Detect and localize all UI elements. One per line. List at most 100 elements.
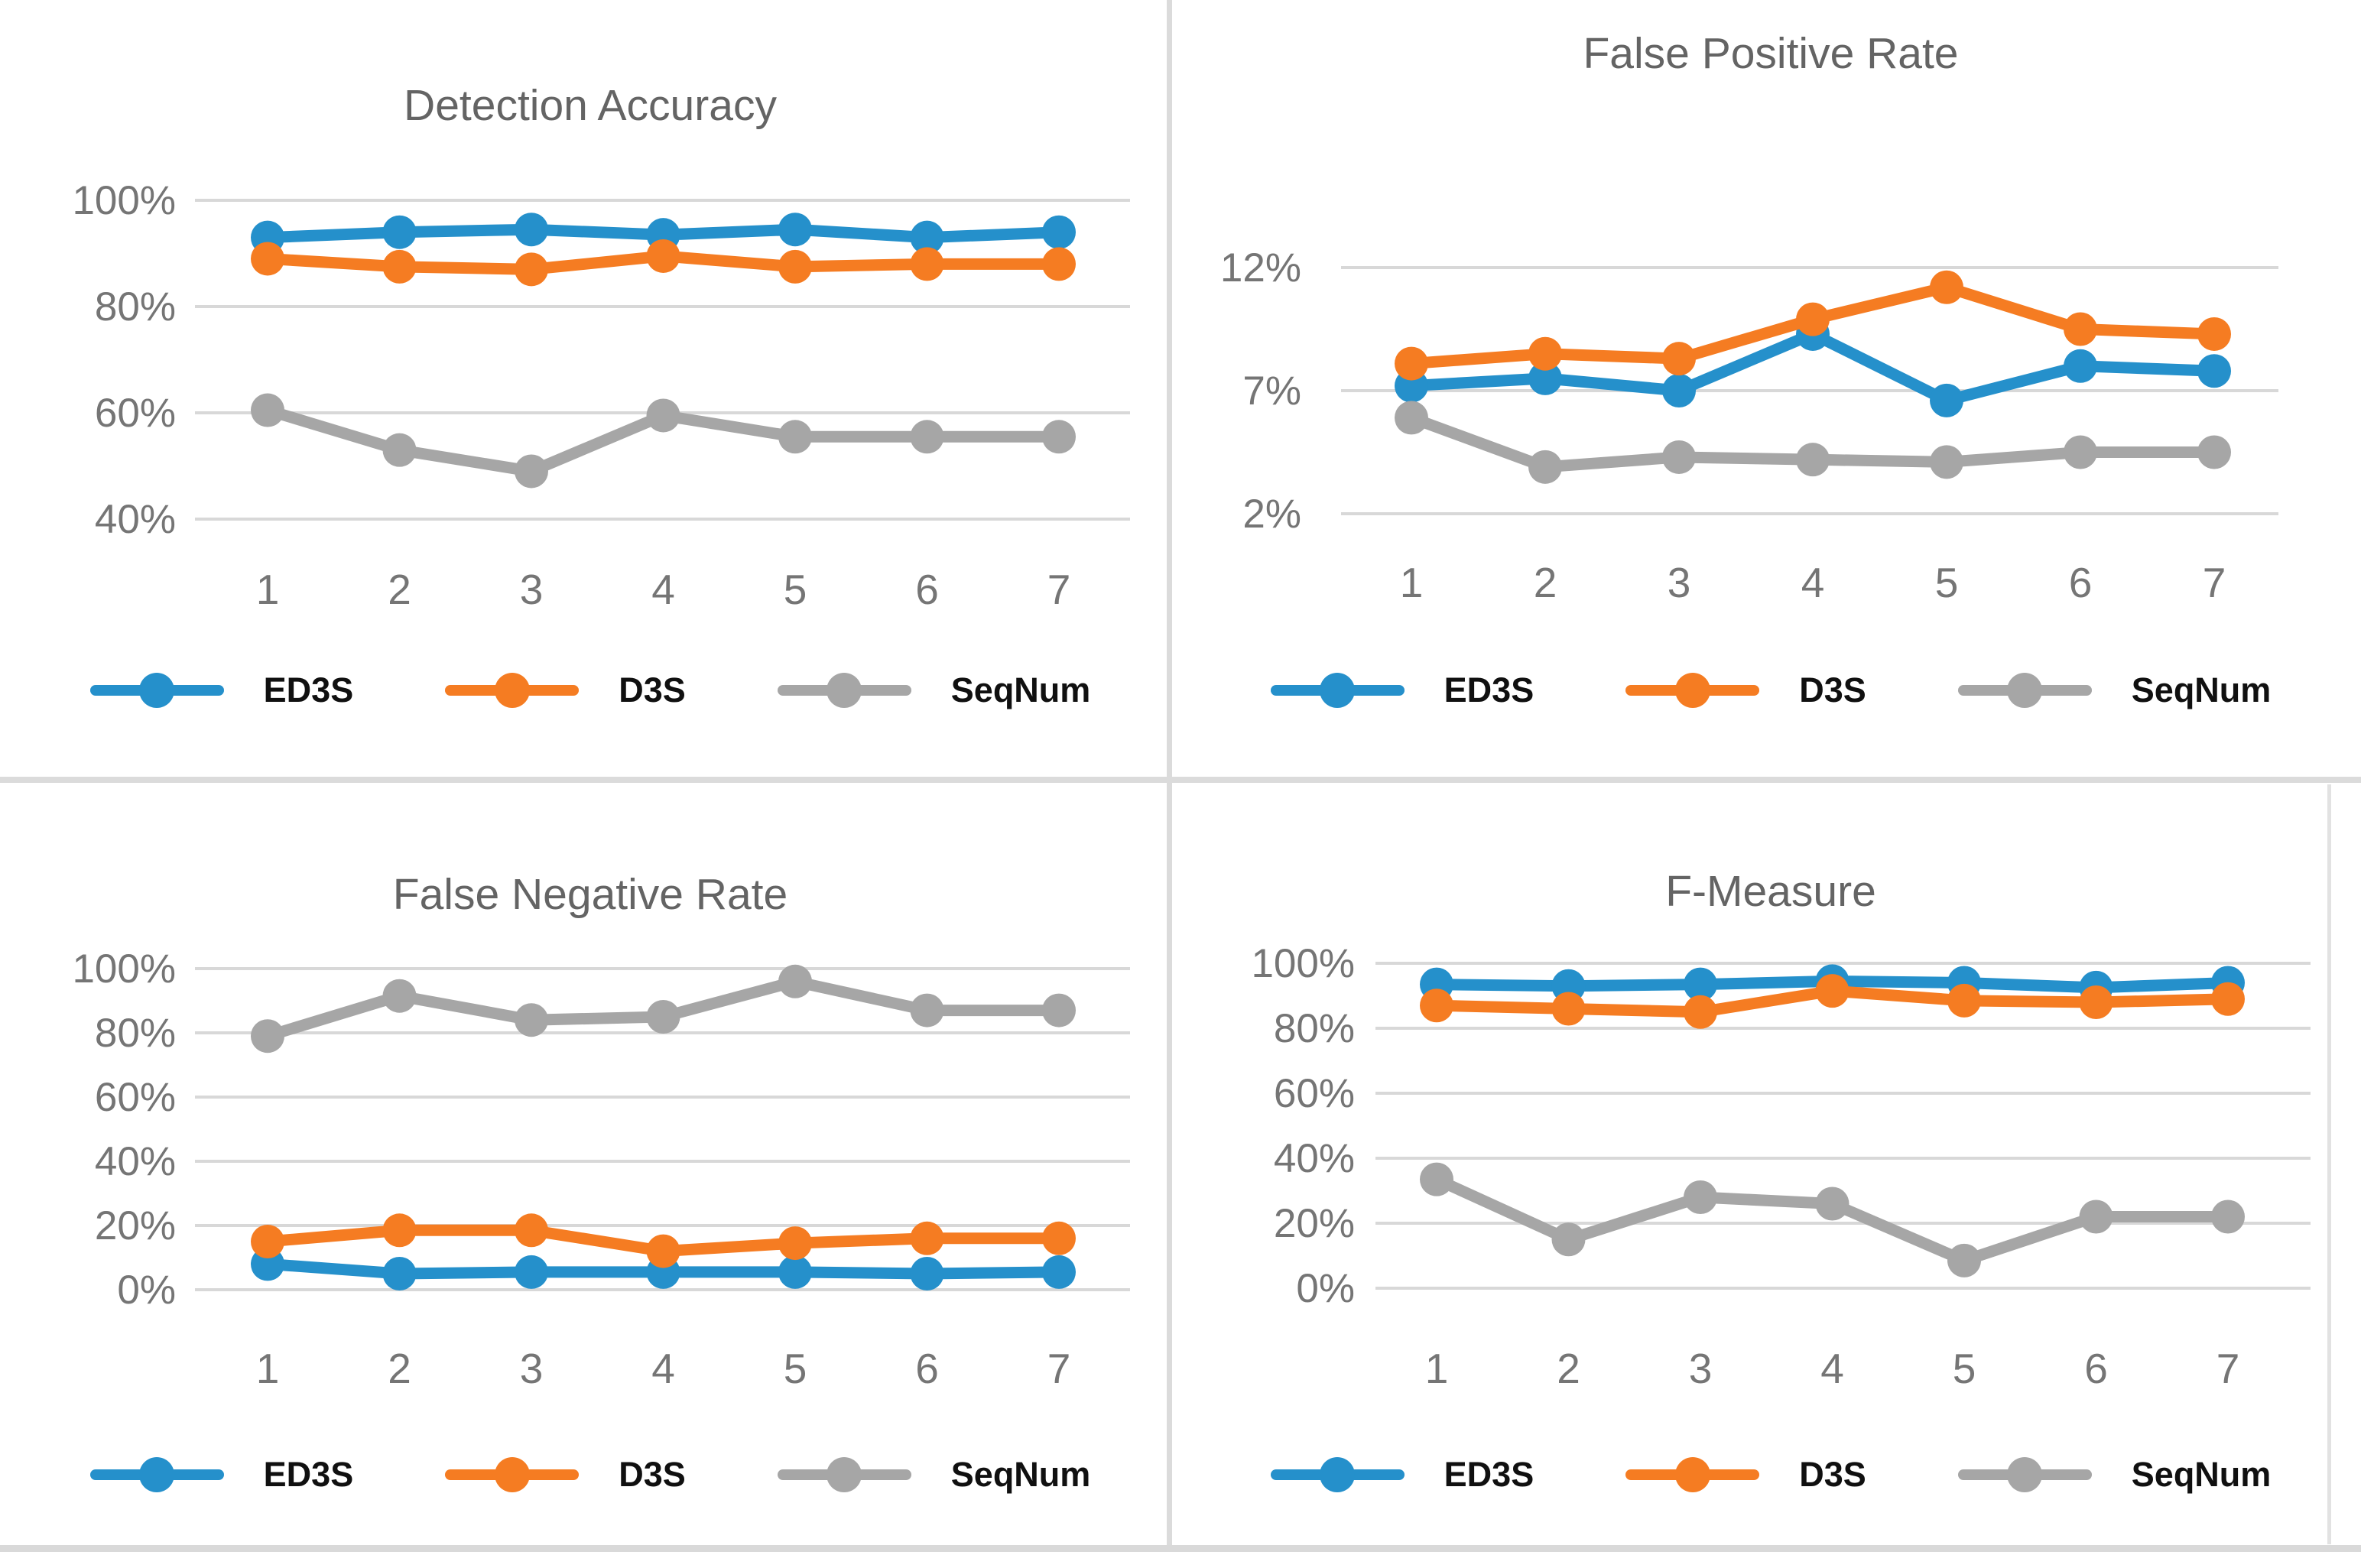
gridline-80% (1375, 1027, 2311, 1030)
data-point-D3S-1 (1395, 346, 1428, 381)
legend-label: ED3S (1444, 670, 1534, 709)
y-axis-tick: 0% (117, 1268, 176, 1313)
x-axis-tick: 6 (2084, 1345, 2108, 1392)
chart-false-negative-rate: False Negative Rate 100% 80% 60% 40% 20% 0% 1 2… (0, 784, 1180, 1568)
y-axis-tick: 20% (1273, 1201, 1355, 1246)
chart-detection-accuracy: Detection Accuracy 100% 80% 60% 40% 1 2 3 4 5 6 7 … (0, 0, 1180, 784)
data-point-SeqNum-3 (1662, 440, 1696, 474)
legend-item-ED3S: ED3S (89, 1455, 354, 1494)
data-point-D3S-5 (1947, 983, 1981, 1018)
legend: ED3S D3S SeqNum (0, 1455, 1180, 1494)
chart-title: F-Measure (1665, 867, 1876, 916)
gridline-100% (195, 967, 1130, 970)
chart-title: False Negative Rate (392, 870, 788, 919)
legend-item-D3S: D3S (445, 672, 686, 708)
data-point-D3S-7 (1042, 1221, 1076, 1255)
data-point-D3S-4 (646, 239, 680, 273)
legend-label: ED3S (1444, 1455, 1534, 1494)
y-axis-tick: 40% (94, 497, 176, 542)
series-lines (1395, 270, 2231, 484)
gridline-0% (1375, 1287, 2311, 1290)
data-point-SeqNum-4 (1815, 1187, 1850, 1221)
x-axis-tick: 3 (519, 1345, 544, 1392)
x-axis-tick: 5 (783, 566, 807, 613)
gridline-60% (195, 1096, 1130, 1099)
gridline-40% (195, 518, 1130, 521)
legend-label: D3S (619, 1455, 686, 1494)
data-point-SeqNum-5 (778, 964, 812, 998)
data-point-ED3S-3 (1684, 967, 1717, 1002)
x-axis-tick: 6 (2068, 559, 2093, 606)
legend-item-SeqNum: SeqNum (1957, 1456, 2271, 1492)
legend-label: ED3S (263, 1455, 354, 1494)
data-point-ED3S-5 (778, 213, 812, 247)
x-axis-tick: 5 (1952, 1345, 1976, 1392)
legend-item-SeqNum: SeqNum (777, 672, 1090, 708)
legend-label: SeqNum (950, 1455, 1091, 1494)
x-axis-tick: 4 (651, 566, 675, 613)
legend-marker-icon (89, 672, 224, 708)
legend-item-ED3S: ED3S (89, 670, 354, 709)
data-point-D3S-5 (778, 1226, 812, 1261)
series-lines (251, 964, 1076, 1290)
data-point-D3S-4 (1815, 974, 1850, 1008)
plot-area-false-positive-rate: 12% 7% 2% 1 2 3 4 5 6 7 (1180, 0, 2361, 784)
data-point-SeqNum-4 (646, 398, 680, 433)
legend-dot-icon (494, 1456, 530, 1492)
data-point-D3S-3 (1684, 995, 1717, 1029)
gridline-0% (195, 1288, 1130, 1291)
legend-item-SeqNum: SeqNum (777, 1455, 1091, 1494)
panel-right-border (2327, 784, 2331, 1544)
data-point-SeqNum-4 (646, 1000, 680, 1034)
data-point-ED3S-3 (515, 213, 548, 247)
bottom-border (0, 1545, 2361, 1552)
legend-dot-icon (827, 1456, 862, 1492)
data-point-D3S-6 (2079, 985, 2113, 1019)
data-point-D3S-1 (251, 1225, 284, 1258)
data-point-SeqNum-2 (382, 433, 417, 467)
data-point-D3S-2 (1528, 336, 1562, 371)
data-point-D3S-2 (1551, 992, 1586, 1026)
data-point-D3S-3 (1662, 342, 1696, 376)
data-point-D3S-6 (2064, 312, 2097, 346)
x-axis-tick: 1 (255, 1345, 280, 1392)
x-axis-tick: 2 (1533, 559, 1557, 606)
data-point-ED3S-5 (1930, 383, 1963, 417)
legend-label: SeqNum (2131, 670, 2272, 709)
legend-label: D3S (1799, 1455, 1866, 1494)
x-axis-tick: 1 (255, 566, 280, 613)
x-axis-tick: 7 (1047, 566, 1071, 613)
data-point-SeqNum-5 (1930, 445, 1963, 479)
data-point-SeqNum-5 (778, 420, 812, 454)
legend-dot-icon (1320, 672, 1356, 708)
legend-item-D3S: D3S (445, 1455, 686, 1494)
data-point-SeqNum-3 (1684, 1180, 1717, 1214)
x-axis-tick: 3 (1667, 559, 1691, 606)
gridline-2% (1341, 512, 2278, 515)
data-point-ED3S-6 (910, 1257, 944, 1290)
legend-marker-icon (1270, 672, 1405, 708)
legend-marker-icon (777, 672, 911, 708)
x-axis-tick: 7 (2202, 559, 2226, 606)
y-axis-tick: 40% (1273, 1136, 1355, 1181)
legend: ED3S D3S SeqNum (1180, 1455, 2361, 1494)
y-axis-tick: 2% (1242, 492, 1301, 537)
x-axis-tick: 5 (1934, 559, 1959, 606)
data-point-ED3S-2 (382, 215, 417, 249)
chart-f-measure: F-Measure 100% 80% 60% 40% 20% 0% 1 2 3 4 5 6 7 ED3S… (1180, 784, 2361, 1568)
data-point-SeqNum-6 (910, 420, 944, 454)
gridline-12% (1341, 266, 2278, 269)
x-axis-tick: 4 (1820, 1345, 1844, 1392)
data-point-ED3S-7 (2197, 354, 2231, 388)
y-axis-tick: 20% (94, 1203, 176, 1248)
legend-marker-icon (1625, 1456, 1760, 1492)
y-axis-tick: 80% (94, 284, 176, 330)
data-point-SeqNum-7 (1042, 420, 1076, 454)
chart-false-positive-rate: False Positive Rate 12% 7% 2% 1 2 3 4 5 6 7 ED3S D… (1180, 0, 2361, 784)
data-point-SeqNum-6 (910, 993, 944, 1027)
legend-marker-icon (1957, 1456, 2092, 1492)
plot-area-f-measure: 100% 80% 60% 40% 20% 0% 1 2 3 4 5 6 7 (1180, 784, 2361, 1568)
legend-label: ED3S (263, 670, 354, 709)
data-point-SeqNum-7 (2197, 435, 2231, 469)
data-point-SeqNum-1 (251, 393, 284, 427)
